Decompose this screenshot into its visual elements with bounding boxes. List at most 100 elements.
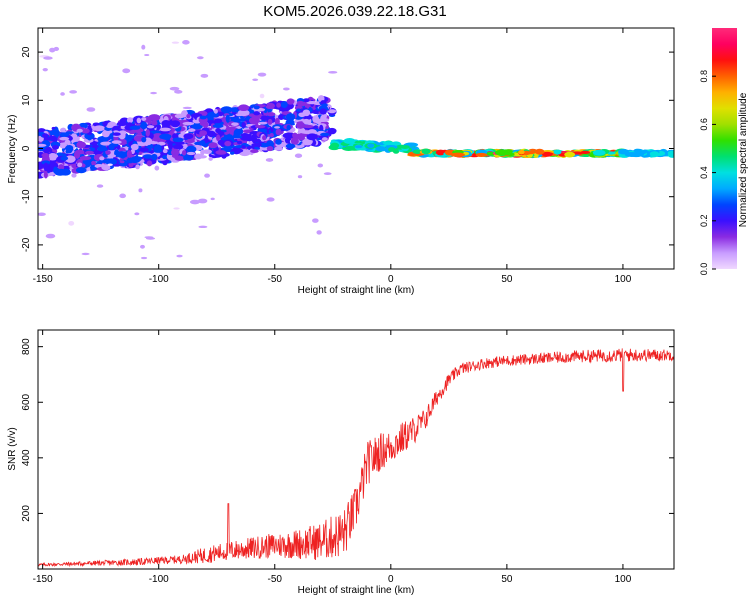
spectrogram-cell [323, 172, 332, 176]
spectrogram-cell [259, 115, 269, 121]
spectrogram-cell [189, 199, 200, 205]
spectrogram-cell [76, 128, 83, 133]
spectrogram-cell [137, 143, 147, 147]
spectrogram-cell [251, 135, 258, 144]
spectrogram-cell [624, 151, 639, 158]
spectrogram-cell [181, 150, 187, 156]
spectrogram-cell [257, 72, 267, 77]
spectrogram-cell [328, 70, 338, 74]
spectrogram-cell [187, 128, 196, 132]
spectrogram-cell [74, 149, 85, 155]
spectrogram-cell [251, 142, 262, 147]
spectrogram-cell [65, 155, 76, 163]
snr-x-tick-label: 100 [615, 574, 632, 585]
spectrogram-cell [236, 140, 243, 145]
spectrogram-cell [618, 148, 630, 155]
spectrogram-cell [168, 142, 173, 150]
spectrogram-cell [116, 121, 128, 126]
spectrogram-cell [250, 149, 259, 154]
spectrogram-cell [101, 164, 111, 171]
colorbar-gradient [712, 28, 737, 269]
spectrogram-cell [100, 141, 112, 146]
colorbar-tick-label: 0.0 [699, 263, 709, 276]
spectrogram-cell [319, 108, 327, 115]
spectrogram-cell [159, 133, 172, 140]
spectrogram-cell [286, 98, 295, 105]
spectrogram-cell [119, 160, 125, 164]
spectrogram-cell [212, 124, 224, 129]
spectrogram-cell [208, 142, 218, 149]
spectrogram-cell [83, 123, 88, 129]
spectrogram-cell [183, 133, 194, 140]
spectrogram-cell [150, 91, 157, 95]
spectrogram-cell [215, 150, 227, 155]
spectrogram-y-tick-label: 20 [21, 46, 32, 58]
spectrogram-cell [592, 149, 606, 156]
spectrogram-cell [320, 132, 330, 137]
spectrogram-cell [140, 121, 148, 130]
spectrogram-cell [263, 106, 268, 114]
spectrogram-cell [57, 168, 66, 175]
spectrogram-cell [382, 141, 394, 146]
spectrogram-cell [276, 102, 281, 108]
spectrogram-cell [41, 153, 50, 158]
spectrogram-cell [302, 124, 314, 129]
colorbar-label: Normalized spectral amplitude [738, 92, 749, 227]
snr-x-tick-label: -50 [268, 574, 283, 585]
spectrogram-cell [126, 150, 133, 158]
spectrogram-cell [170, 120, 181, 128]
spectrogram-cell [199, 140, 206, 144]
spectrogram-cell [204, 173, 210, 178]
spectrogram-cell [140, 256, 148, 260]
spectrogram-cell [297, 175, 303, 179]
spectrogram-cell [290, 137, 299, 145]
spectrogram-cell [138, 147, 149, 153]
spectrogram-cell [274, 126, 280, 129]
spectrogram-cell [259, 93, 265, 99]
spectrogram-cell [235, 113, 243, 117]
snr-panel: -150 -100 -50 0 50 100 200 400 600 800 Height of… [7, 329, 675, 596]
spectrogram-cell [296, 108, 301, 112]
spectrogram-cell [81, 252, 90, 256]
spectrogram-cell [43, 56, 53, 60]
spectrogram-cell [288, 112, 293, 121]
spectrogram-cell [208, 132, 214, 137]
spectrogram-cell [64, 139, 71, 145]
spectrogram-cell [225, 114, 230, 123]
spectrogram-cell [200, 73, 209, 78]
spectrogram-cell [145, 129, 151, 137]
colorbar-tick-label: 0.4 [699, 166, 709, 179]
spectrogram-y-tick-label: 0 [21, 145, 32, 151]
spectrogram-x-tick-label: 0 [388, 274, 394, 285]
spectrogram-cell [146, 125, 155, 129]
spectrogram-cell [38, 143, 47, 147]
spectrogram-cell [564, 151, 576, 158]
spectrogram-cell [53, 46, 60, 52]
spectrogram-cell [42, 68, 48, 72]
spectrogram-cell [198, 225, 208, 229]
spectrogram-cell [122, 68, 131, 74]
spectrogram-cell [97, 146, 108, 152]
spectrogram-x-tick-label: 100 [615, 274, 632, 285]
spectrogram-cell [354, 145, 363, 149]
spectrogram-cell [214, 118, 223, 124]
spectrogram-cell [199, 115, 207, 120]
spectrogram-cell [667, 152, 674, 158]
spectrogram-cell [141, 117, 147, 121]
spectrogram-cell [172, 144, 184, 150]
spectrogram-cell [216, 134, 221, 142]
spectrogram-cell [51, 145, 60, 150]
spectrogram-cell [400, 145, 410, 149]
spectrogram-cell [262, 135, 267, 141]
spectrogram-cell [45, 233, 56, 239]
spectrogram-cell [51, 128, 60, 136]
spectrogram-cell [81, 128, 90, 134]
spectrogram-y-ticks: -20 -10 0 10 20 [21, 46, 674, 252]
spectrogram-cell [92, 122, 100, 127]
spectrogram-cell [144, 236, 154, 239]
spectrogram-cell [112, 163, 121, 167]
spectrogram-cell [41, 160, 51, 165]
spectrogram-cell [161, 119, 171, 128]
spectrogram-cell [312, 218, 319, 223]
